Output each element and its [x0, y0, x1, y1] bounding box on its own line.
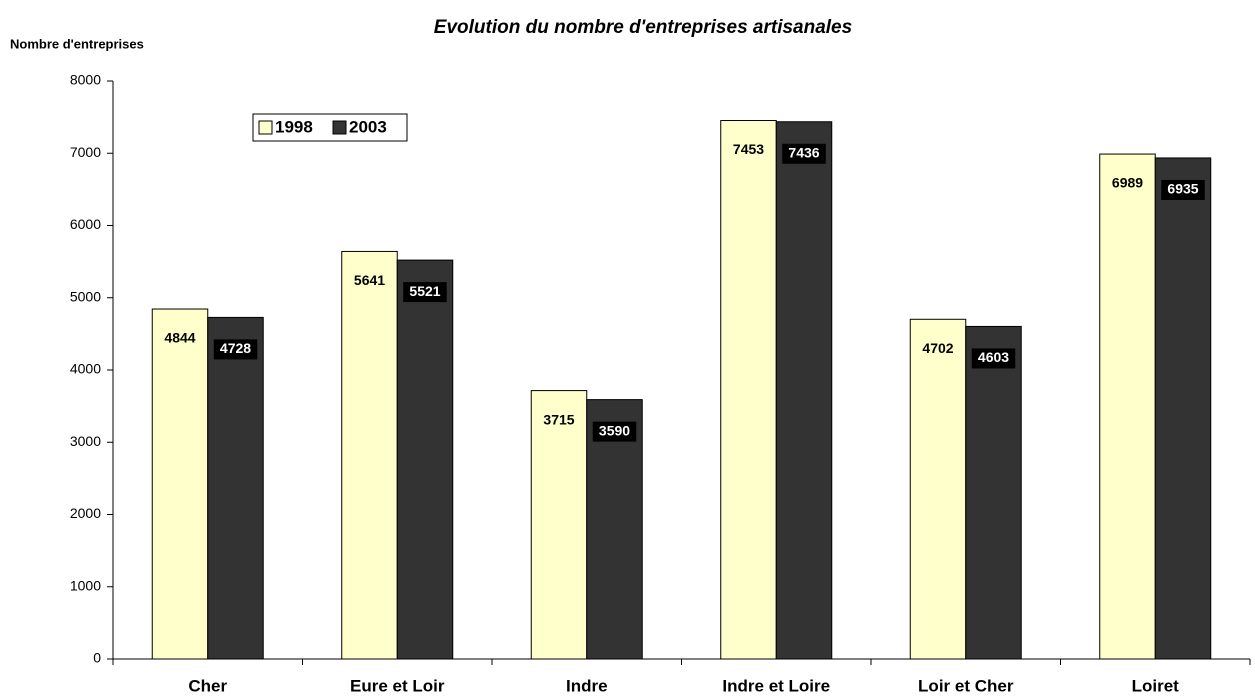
y-tick-label: 0: [93, 650, 101, 666]
bar: [1154, 157, 1212, 660]
data-label: 4728: [220, 340, 251, 356]
bar: [909, 318, 967, 660]
data-label: 7453: [733, 141, 764, 157]
data-label: 4603: [978, 349, 1009, 365]
bar: [586, 399, 643, 660]
data-label-box: [213, 339, 258, 360]
bar: [151, 308, 209, 660]
x-tick-label: Indre: [566, 676, 608, 695]
data-label-box: [592, 421, 637, 442]
y-tick-label: 7000: [70, 144, 101, 160]
bar: [396, 259, 454, 660]
data-label: 5521: [409, 283, 440, 299]
bar: [720, 120, 777, 660]
bar: [341, 250, 398, 660]
bar: [530, 390, 588, 660]
x-tick-label: Loir et Cher: [918, 676, 1014, 695]
data-label-box: [403, 282, 447, 303]
bar: [1099, 153, 1156, 660]
data-label: 5641: [354, 272, 385, 288]
data-label: 3715: [543, 411, 574, 427]
data-label-box: [1161, 179, 1205, 200]
data-label: 6989: [1112, 175, 1143, 191]
bar: [965, 325, 1022, 660]
legend-label: 1998: [275, 117, 313, 136]
bar: [207, 316, 264, 660]
y-tick-label: 3000: [70, 433, 101, 449]
x-tick-label: Eure et Loir: [350, 676, 445, 695]
bar: [775, 121, 833, 660]
y-tick-label: 6000: [70, 216, 101, 232]
y-tick-label: 5000: [70, 288, 101, 304]
x-tick-label: Cher: [188, 676, 227, 695]
legend-swatch: [258, 120, 273, 135]
x-tick-label: Indre et Loire: [722, 676, 830, 695]
y-axis-label: Nombre d'entreprises: [10, 36, 144, 51]
x-tick-label: Loiret: [1132, 676, 1180, 695]
legend-box: [252, 113, 408, 142]
data-label: 3590: [599, 422, 630, 438]
y-tick-label: 1000: [70, 577, 101, 593]
data-label: 4844: [164, 330, 195, 346]
data-label-box: [782, 143, 826, 164]
data-label: 6935: [1167, 181, 1198, 197]
y-tick-label: 8000: [70, 72, 101, 88]
legend-swatch: [332, 120, 347, 135]
data-label: 4702: [922, 340, 953, 356]
data-label-box: [971, 348, 1016, 369]
legend-label: 2003: [349, 117, 387, 136]
chart-title: Evolution du nombre d'entreprises artisa…: [434, 17, 852, 38]
data-label: 7436: [788, 144, 819, 160]
y-tick-label: 4000: [70, 361, 101, 377]
y-tick-label: 2000: [70, 505, 101, 521]
